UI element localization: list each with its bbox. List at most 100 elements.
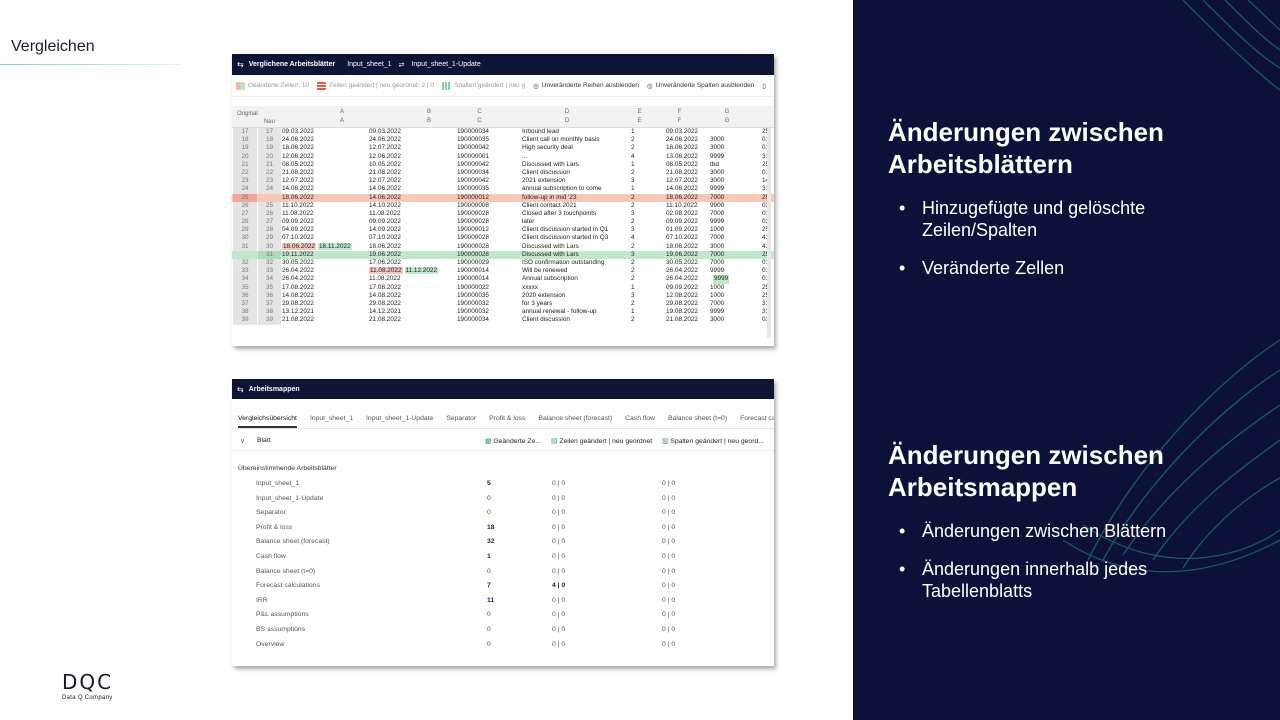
table-cell[interactable]: P&L assumptions xyxy=(256,611,309,619)
table-cell[interactable]: 1 xyxy=(631,185,635,193)
table-row[interactable]: Forecast calculations 7 4 | 0 0 | 0 xyxy=(232,582,774,597)
table-row[interactable]: 26 25 11.10.2022 14.10.2022 190000008 Client … xyxy=(232,201,774,210)
table-row[interactable]: 24 24 14.06.2022 14.06.2022 190000035 annual … xyxy=(232,185,774,194)
table-row[interactable]: 17 17 09.03.2022 09.03.2022 190000034 Inbound… xyxy=(232,128,774,137)
table-cell[interactable]: 2 xyxy=(631,218,635,226)
table-cell[interactable]: 2 xyxy=(631,193,635,201)
table-cell[interactable]: 03 xyxy=(762,218,770,226)
table-cell[interactable]: 26.04.2022 xyxy=(282,275,314,283)
table-cell[interactable]: 190000012 xyxy=(457,193,489,201)
table-cell[interactable]: 14.08.2022 xyxy=(282,291,314,299)
table-cell[interactable]: Input_sheet_1-Update xyxy=(256,494,324,502)
tab-balance-sheet-forecast-[interactable]: Balance sheet (forecast) xyxy=(538,415,613,422)
table-cell[interactable]: Will be renewed xyxy=(522,267,568,275)
table-cell[interactable]: 2 xyxy=(631,201,635,209)
table-row[interactable]: 20 20 12.06.2022 12.06.2022 190000001... 4 13.… xyxy=(232,152,774,161)
table-cell[interactable]: 190000022 xyxy=(457,283,489,291)
table-cell[interactable]: 190000028 xyxy=(457,250,489,258)
table-cell[interactable]: 11.08.2022 11.12.2022 xyxy=(369,267,439,275)
table-cell[interactable]: 190000032 xyxy=(457,299,489,307)
table-cell[interactable]: BS assumptions xyxy=(256,626,306,633)
table-cell[interactable]: Balance sheet (t=0) xyxy=(256,567,316,575)
column-header-b[interactable]: B xyxy=(426,109,431,115)
tab-balance-sheet-t-0-[interactable]: Balance sheet (t=0) xyxy=(667,415,728,422)
table-cell[interactable]: 1000 xyxy=(710,291,725,299)
table-cell[interactable]: 07.10.2022 xyxy=(369,234,401,242)
table-cell[interactable]: 12.07.2022 xyxy=(666,177,698,185)
table-cell[interactable]: 7000 xyxy=(710,234,725,242)
table-cell[interactable]: 9999 xyxy=(710,308,725,316)
table-cell[interactable]: 2 xyxy=(631,136,635,144)
table-cell[interactable]: 190000042 xyxy=(457,160,489,168)
table-cell[interactable]: 190000014 xyxy=(457,267,489,275)
table-cell[interactable]: 11.08.2022 xyxy=(282,209,314,217)
table-cell[interactable]: 18.06.2022 xyxy=(369,242,401,250)
table-cell[interactable]: 17.08.2022 xyxy=(369,283,401,291)
table-cell[interactable]: 9999 xyxy=(710,267,725,275)
column-header-f[interactable]: F xyxy=(677,109,682,115)
table-cell[interactable]: Input_sheet_1 xyxy=(256,480,300,487)
table-cell[interactable]: 7000 xyxy=(710,299,725,307)
table-cell[interactable]: Client discussion started in Q3 xyxy=(522,234,609,242)
table-cell[interactable]: 1 xyxy=(631,308,635,316)
table-cell[interactable]: 09.09.2022 xyxy=(666,218,698,226)
column-header-c[interactable]: C xyxy=(477,118,482,124)
table-row[interactable]: Separator 0 0 | 0 0 | 0 xyxy=(232,509,774,524)
table-cell[interactable]: 09.09.2022 xyxy=(666,283,698,291)
table-cell[interactable]: 11.08.2022 xyxy=(369,275,401,283)
table-row[interactable]: Balance sheet (forecast) 32 0 | 0 0 | 0 xyxy=(232,538,774,553)
table-cell[interactable]: 01.09.2022 xyxy=(666,226,698,234)
table-cell[interactable]: 01 xyxy=(762,144,770,152)
table-cell[interactable]: Profit & loss xyxy=(256,523,293,531)
table-cell[interactable]: 25 xyxy=(762,193,770,201)
table-cell[interactable]: ... xyxy=(522,152,528,160)
table-cell[interactable]: 17.08.2022 xyxy=(282,283,314,291)
table-row[interactable]: 19 19 18.06.2022 12.07.2022 190000042 High se… xyxy=(232,144,774,153)
table-cell[interactable]: 09.09.2022 xyxy=(282,218,314,226)
table-cell[interactable]: 14.06.2022 xyxy=(666,185,698,193)
column-header-g[interactable]: G xyxy=(724,109,730,115)
table-cell[interactable]: 29.08.2022 xyxy=(666,299,698,307)
table-row[interactable]: 23 23 12.07.2022 12.07.2022 190000042 2021 ex… xyxy=(232,177,774,186)
table-cell[interactable]: 24.06.2022 xyxy=(282,136,314,144)
table-cell[interactable]: Client discussion xyxy=(522,316,570,324)
column-header-e[interactable]: E xyxy=(637,109,642,115)
table-cell[interactable]: 01 xyxy=(762,136,770,144)
table-cell[interactable]: 7000 xyxy=(710,250,725,258)
sheet-b-label[interactable]: Input_sheet_1-Update xyxy=(411,61,481,68)
table-cell[interactable]: 18.06.2022 xyxy=(666,193,698,201)
column-header-a[interactable]: A xyxy=(339,109,344,115)
col-rows-header[interactable]: ▤ Zeilen geändert | neu geordnet xyxy=(551,437,652,445)
table-cell[interactable]: 18.06.2022 xyxy=(282,193,314,201)
table-cell[interactable]: 09.03.2022 xyxy=(666,128,698,135)
table-cell[interactable]: 03 xyxy=(762,201,770,209)
table-cell[interactable]: 31 xyxy=(762,308,770,316)
table-cell[interactable]: 08.05.2022 xyxy=(282,160,314,168)
table-cell[interactable]: 190000028 xyxy=(457,234,489,242)
hide-unchanged-rows-button[interactable]: ◎ Unveränderte Reihen ausblenden xyxy=(533,82,639,90)
table-cell[interactable]: 2 xyxy=(631,316,635,324)
table-row[interactable]: Overview 0 0 | 0 0 | 0 xyxy=(232,641,774,656)
table-cell[interactable]: 1 xyxy=(631,160,635,168)
column-header-b[interactable]: B xyxy=(426,118,431,124)
column-header-a[interactable]: A xyxy=(339,118,344,124)
table-cell[interactable]: 31 xyxy=(762,185,770,193)
table-cell[interactable]: 14.10.2022 xyxy=(369,201,401,209)
collapse-chevron-icon[interactable]: ∨ xyxy=(240,438,245,445)
table-cell[interactable]: Cash flow xyxy=(256,553,286,560)
col-changed-cells-header[interactable]: ▦ Geänderte Ze... xyxy=(485,437,541,445)
table-cell[interactable]: 25 xyxy=(762,128,770,135)
table-cell[interactable]: 1000 xyxy=(710,226,725,234)
table-cell[interactable]: 25 xyxy=(762,250,770,258)
table-cell[interactable]: 14.06.2022 xyxy=(369,185,401,193)
table-row[interactable]: 34 34 26.04.2022 11.08.2022 190000014 Annual … xyxy=(232,275,774,284)
table-cell[interactable]: Discussed with Lars xyxy=(522,242,579,250)
table-cell[interactable]: 190000028 xyxy=(457,209,489,217)
swap-icon[interactable]: ⇄ xyxy=(398,61,405,69)
table-cell[interactable]: 2 xyxy=(631,168,635,176)
table-cell[interactable]: 29.08.2022 xyxy=(369,299,401,307)
table-cell[interactable]: 9999 xyxy=(710,152,725,160)
tab-separator[interactable]: Separator xyxy=(446,415,477,422)
changed-cells-filter[interactable]: Geänderte Zellen: 10 xyxy=(236,81,309,90)
table-cell[interactable]: 04.09.2022 xyxy=(282,226,314,234)
